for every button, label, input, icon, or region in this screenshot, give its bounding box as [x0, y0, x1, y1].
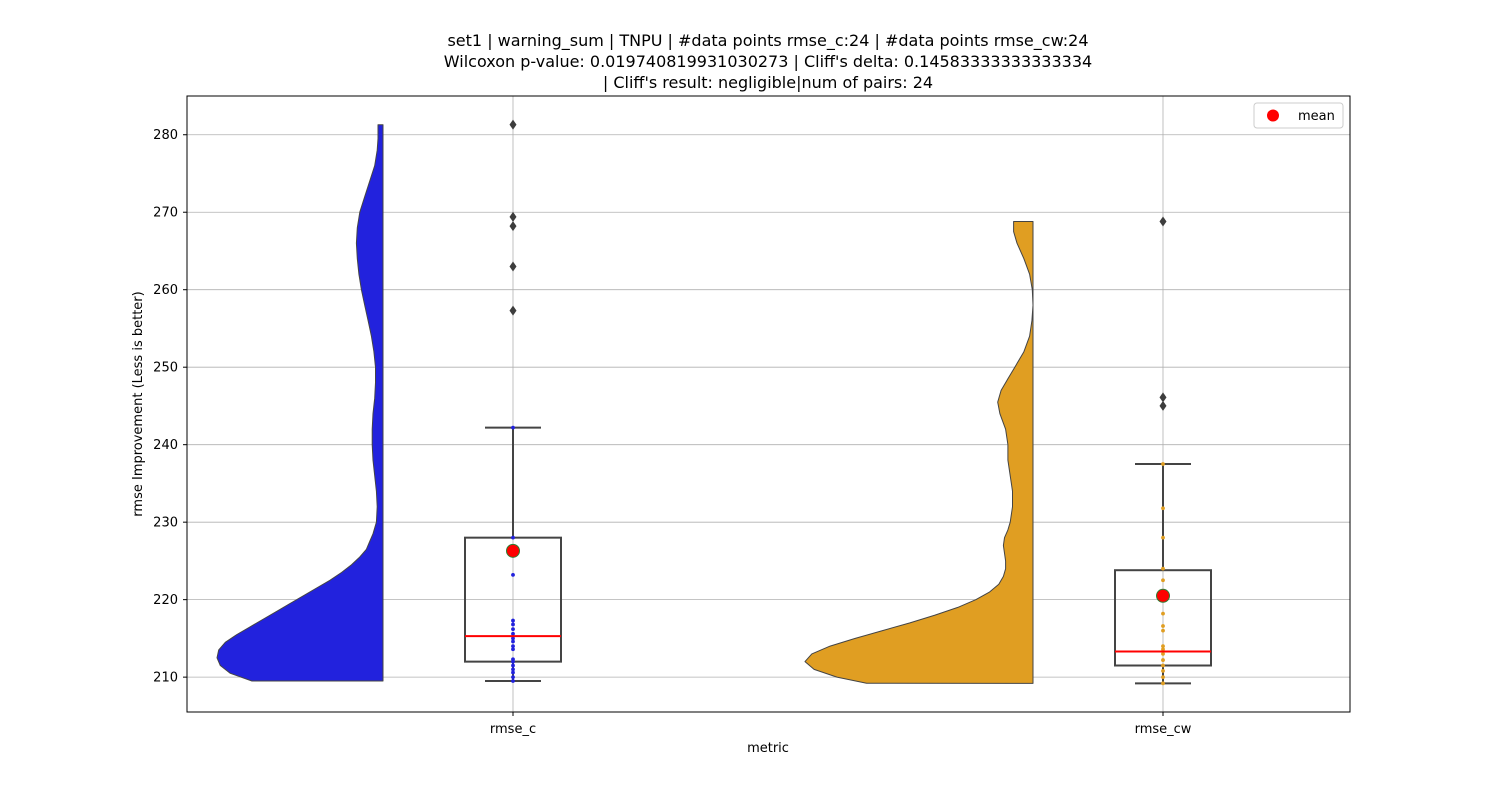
boxplot-rmse_cw: [1114, 216, 1212, 686]
data-point: [1161, 669, 1165, 673]
legend-box: [1253, 102, 1344, 129]
x-axis-label: metric: [747, 741, 789, 756]
data-point: [511, 425, 515, 430]
data-point: [511, 644, 515, 649]
y-axis-ticks: 210 220 230 240 250 260 270 280: [153, 128, 187, 686]
data-point: [511, 657, 515, 662]
data-point: [1161, 462, 1165, 466]
data-point: [511, 622, 515, 627]
data-point: [1161, 651, 1165, 656]
data-point: [1161, 675, 1165, 680]
data-point: [511, 663, 515, 668]
y-tick-label: 250: [153, 361, 178, 376]
x-tick-label: rmse_c: [490, 722, 536, 737]
data-point: [511, 627, 515, 631]
outlier-marker: [1159, 216, 1167, 227]
outlier-marker: [1159, 400, 1167, 411]
legend-mean-marker: [1267, 109, 1279, 122]
outlier-marker: [509, 119, 517, 130]
data-point: [511, 572, 515, 577]
outlier-marker: [509, 261, 517, 272]
data-point: [1161, 506, 1165, 511]
data-point: [511, 670, 515, 675]
mean-marker: [1156, 588, 1170, 603]
data-point: [511, 636, 515, 641]
data-point: [511, 535, 515, 540]
x-tick-label: rmse_cw: [1135, 722, 1192, 737]
plot-frame: [186, 95, 1351, 713]
outlier-marker: [509, 221, 517, 232]
data-point: [1161, 611, 1165, 616]
data-point: [511, 639, 515, 644]
y-tick-label: 210: [153, 671, 178, 686]
data-point: [1161, 535, 1165, 540]
data-point: [1161, 566, 1165, 571]
chart-title-line-3: | Cliff's result: negligible|num of pair…: [603, 73, 933, 92]
boxplot-rmse_c: [464, 119, 562, 683]
chart-title-line-1: set1 | warning_sum | TNPU | #data points…: [447, 31, 1088, 51]
mean-marker: [506, 543, 520, 558]
y-tick-label: 280: [153, 128, 178, 143]
data-point: [511, 675, 515, 680]
violins: [216, 124, 1034, 684]
violin-rmse_c: [216, 124, 384, 682]
data-point: [511, 679, 515, 683]
data-point: [1161, 644, 1165, 649]
data-point: [1161, 681, 1165, 686]
y-tick-label: 220: [153, 593, 178, 608]
data-point: [1161, 624, 1165, 628]
y-axis-label: rmse Improvement (Less is better): [131, 291, 146, 516]
data-point: [1161, 658, 1165, 662]
x-axis-ticks: rmse_c rmse_cw: [490, 712, 1192, 737]
data-point: [511, 667, 515, 672]
y-tick-label: 270: [153, 206, 178, 221]
legend-mean-label: mean: [1298, 109, 1335, 124]
y-tick-label: 230: [153, 516, 178, 531]
outlier-marker: [1159, 392, 1167, 403]
boxplots: [464, 119, 1212, 686]
outlier-marker: [509, 305, 517, 316]
data-point: [511, 618, 515, 623]
chart-title-line-2: Wilcoxon p-value: 0.019740819931030273 |…: [444, 52, 1092, 71]
data-point: [1161, 663, 1165, 668]
y-tick-label: 260: [153, 283, 178, 298]
violin-rmse_cw: [804, 221, 1034, 684]
data-point: [511, 647, 515, 652]
legend: mean: [1253, 102, 1344, 129]
data-point: [1161, 578, 1165, 583]
data-point: [1161, 628, 1165, 633]
data-point: [1161, 647, 1165, 652]
outlier-marker: [509, 211, 517, 222]
y-tick-label: 240: [153, 438, 178, 453]
chart-title: set1 | warning_sum | TNPU | #data points…: [444, 31, 1092, 92]
data-point: [511, 631, 515, 636]
